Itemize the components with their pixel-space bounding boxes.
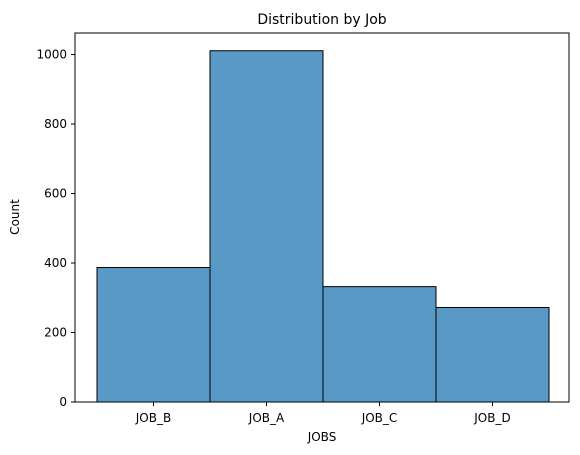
- y-tick-label: 800: [44, 117, 67, 131]
- x-tick-label: JOB_B: [135, 411, 171, 425]
- y-tick-label: 200: [44, 326, 67, 340]
- x-axis-ticks: JOB_B JOB_A JOB_C JOB_D: [135, 402, 511, 425]
- chart-title: Distribution by Job: [257, 12, 386, 28]
- x-tick-label: JOB_D: [473, 411, 510, 425]
- x-tick-label: JOB_C: [361, 411, 398, 425]
- x-tick-label: JOB_A: [248, 411, 285, 425]
- bar-job-b: [96, 267, 211, 403]
- bars: [96, 50, 550, 403]
- x-axis-label: JOBS: [307, 430, 337, 444]
- plot-frame: [74, 32, 570, 403]
- bar-job-c: [322, 286, 437, 403]
- y-axis-label: Count: [8, 199, 22, 235]
- y-tick-label: 600: [44, 187, 67, 201]
- y-tick-label: 1000: [36, 48, 67, 62]
- y-axis-ticks: 0 200 400 600 800 1000: [36, 48, 75, 409]
- bar-job-d: [435, 306, 550, 403]
- bar-job-a: [209, 50, 324, 403]
- y-tick-label: 0: [59, 395, 67, 409]
- y-tick-label: 400: [44, 256, 67, 270]
